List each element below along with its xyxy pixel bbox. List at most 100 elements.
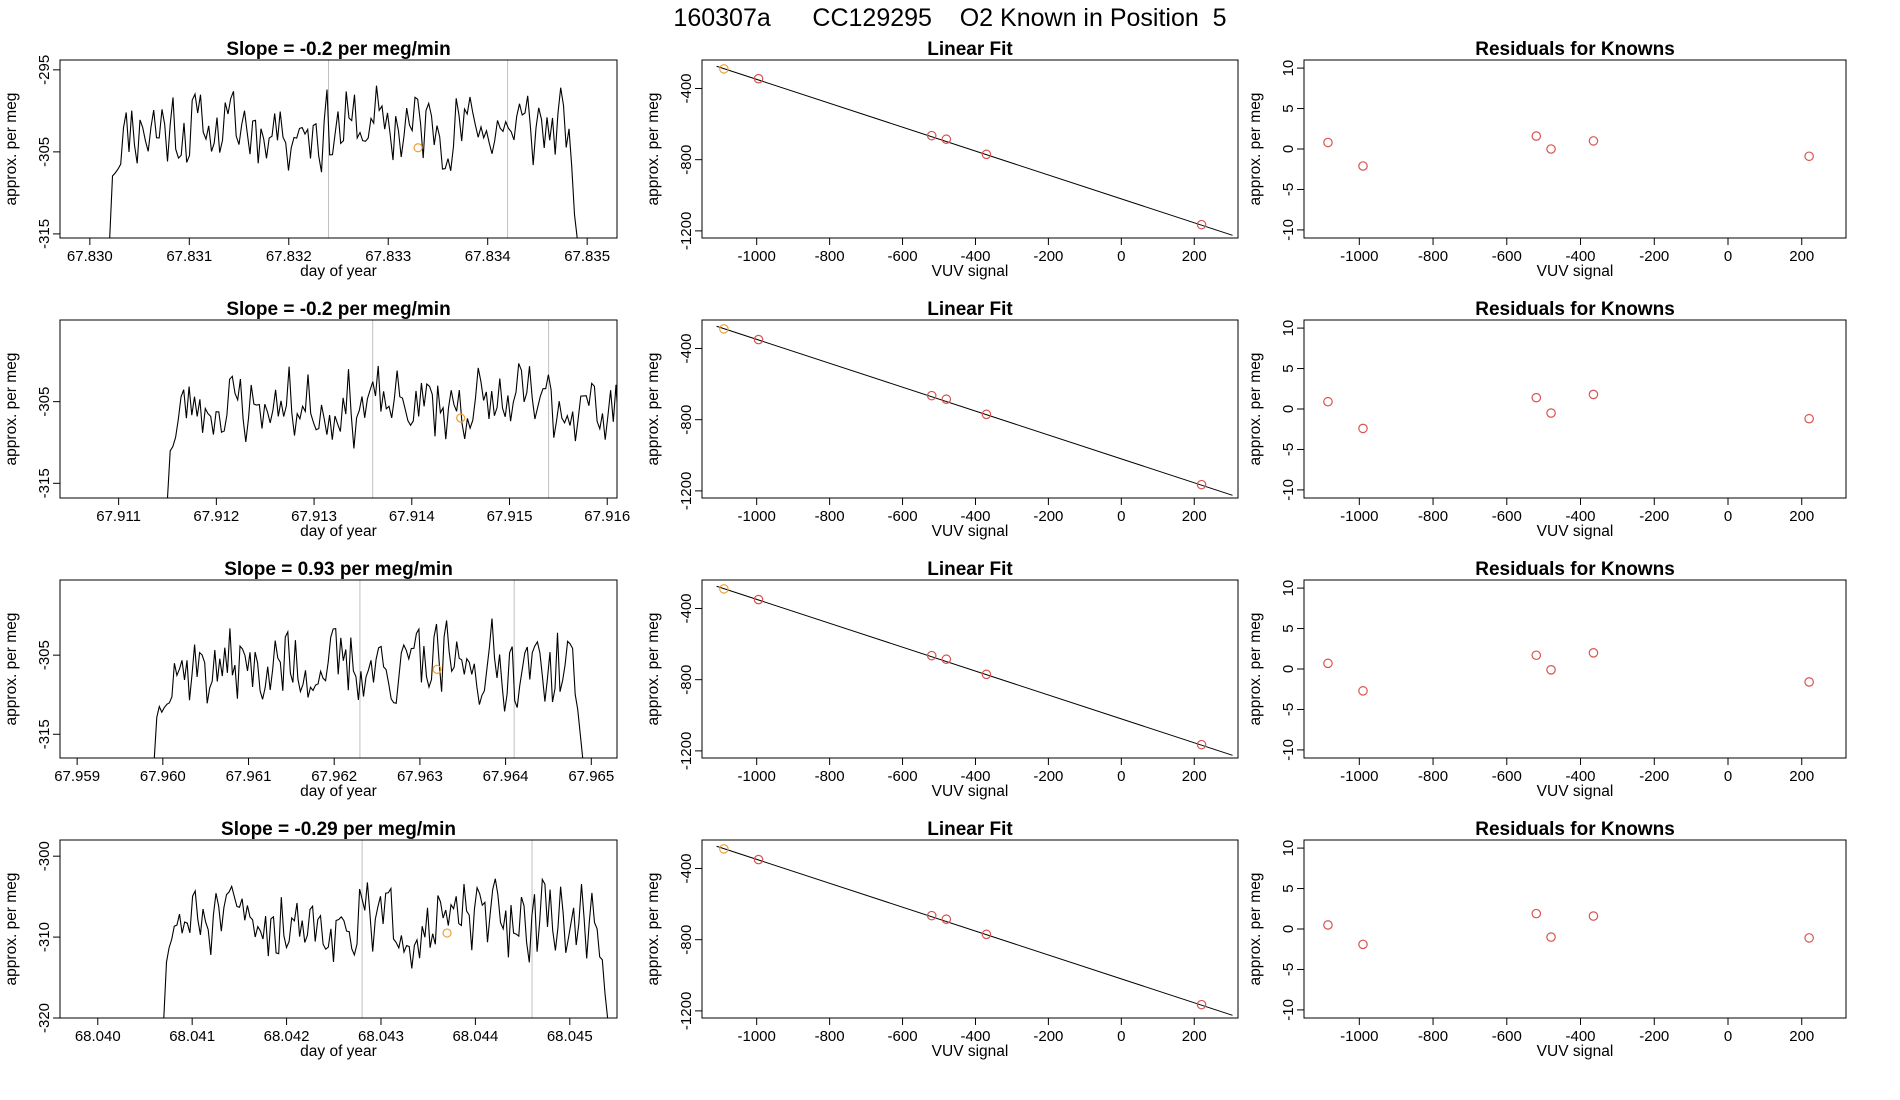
data-point — [753, 594, 764, 605]
data-point — [719, 64, 729, 74]
x-tick-label: -1000 — [1340, 248, 1378, 265]
panel-1-1: Slope = -0.2 per meg/min 67.830 67.831 67.8… — [3, 39, 618, 280]
x-tick-label: 67.962 — [311, 768, 357, 785]
x-tick-label: -600 — [888, 508, 918, 525]
y-axis-label: approx. per meg — [1247, 613, 1264, 726]
x-tick-label: -800 — [1418, 768, 1448, 785]
x-tick-label: 68.044 — [452, 1028, 498, 1045]
highlight-point — [442, 928, 452, 938]
y-tick-label: 0 — [1280, 405, 1297, 413]
data-point — [1196, 219, 1207, 230]
data-point — [1531, 131, 1542, 141]
data-point — [1804, 413, 1814, 424]
y-axis-label: approx. per meg — [645, 613, 662, 726]
plot-area — [1323, 648, 1814, 696]
plot-frame — [701, 839, 1239, 1019]
data-point — [1531, 650, 1542, 661]
x-tick-label: 67.963 — [397, 768, 443, 785]
plot-area — [716, 584, 1233, 756]
y-tick-label: -295 — [36, 55, 53, 85]
y-tick-label: -315 — [36, 468, 53, 498]
x-tick-label: -600 — [888, 248, 918, 265]
x-tick-label: -400 — [1566, 1028, 1596, 1045]
panel-title: Slope = 0.93 per meg/min — [224, 559, 453, 580]
x-tick-label: 67.913 — [291, 508, 337, 525]
x-tick-label: -200 — [1639, 508, 1669, 525]
y-tick-label: -800 — [678, 405, 695, 435]
x-tick-label: -1000 — [738, 768, 776, 785]
panel-title: Residuals for Knowns — [1475, 559, 1675, 580]
plot-area — [1323, 389, 1814, 434]
panel-title: Linear Fit — [927, 299, 1013, 320]
data-point — [1546, 144, 1556, 154]
x-tick-label: 67.834 — [465, 248, 511, 265]
x-tick-label: -600 — [1492, 768, 1522, 785]
y-tick-label: -5 — [1280, 703, 1297, 716]
panel-2-3: Residuals for Knowns-1000 -800 -600 -400 -20… — [1247, 299, 1847, 540]
data-trace-line — [166, 363, 617, 498]
panel-4-1: Slope = -0.29 per meg/min 68.040 68.041 68.… — [3, 819, 618, 1060]
data-point — [926, 650, 937, 661]
y-tick-label: -315 — [36, 219, 53, 249]
x-tick-label: 67.830 — [67, 248, 113, 265]
y-axis-label: approx. per meg — [3, 873, 20, 986]
x-tick-label: -400 — [960, 768, 990, 785]
data-point — [1358, 161, 1368, 171]
panel-4-2: Linear Fit -1000 -800 -600 -400 -200 0 200 -400 -… — [645, 819, 1239, 1060]
x-axis-label: day of year — [300, 1043, 377, 1060]
x-axis-label: VUV signal — [1537, 263, 1614, 280]
data-point — [981, 669, 992, 680]
x-tick-label: -800 — [1418, 248, 1448, 265]
x-axis-label: day of year — [300, 263, 377, 280]
plot-area — [166, 320, 617, 498]
y-tick-label: 0 — [1280, 925, 1297, 933]
y-tick-label: -305 — [36, 387, 53, 417]
y-tick-label: -305 — [36, 137, 53, 167]
y-tick-label: -300 — [36, 841, 53, 871]
x-tick-label: 200 — [1182, 768, 1207, 785]
x-axis-label: VUV signal — [932, 263, 1009, 280]
panel-title: Slope = -0.29 per meg/min — [221, 819, 456, 840]
panel-2-1: Slope = -0.2 per meg/min 67.911 67.912 67.9… — [3, 299, 630, 540]
x-tick-label: -800 — [1418, 508, 1448, 525]
data-point — [1323, 396, 1333, 407]
plot-frame — [701, 319, 1239, 499]
fit-line — [716, 65, 1233, 236]
plot-area — [1323, 908, 1814, 950]
x-tick-label: 67.916 — [584, 508, 630, 525]
plot-frame — [701, 59, 1239, 239]
x-tick-label: 0 — [1117, 248, 1125, 265]
x-axis-label: VUV signal — [1537, 523, 1614, 540]
panel-title: Residuals for Knowns — [1475, 819, 1675, 840]
x-tick-label: 0 — [1117, 1028, 1125, 1045]
y-tick-label: 0 — [1280, 665, 1297, 673]
highlight-point — [432, 664, 442, 674]
x-tick-label: 200 — [1789, 1028, 1814, 1045]
x-tick-label: 0 — [1724, 248, 1732, 265]
x-tick-label: -400 — [960, 508, 990, 525]
panel-title: Residuals for Knowns — [1475, 299, 1675, 320]
y-tick-label: -310 — [36, 922, 53, 952]
x-tick-label: 67.961 — [226, 768, 272, 785]
y-tick-label: 0 — [1280, 145, 1297, 153]
y-tick-label: -800 — [678, 145, 695, 175]
panel-2-2: Linear Fit -1000 -800 -600 -400 -200 0 200 -400 -… — [645, 299, 1239, 540]
panel-title: Residuals for Knowns — [1475, 39, 1675, 60]
data-point — [941, 134, 952, 145]
plot-frame — [701, 579, 1239, 759]
x-tick-label: 200 — [1789, 248, 1814, 265]
x-tick-label: -600 — [1492, 508, 1522, 525]
y-tick-label: 10 — [1280, 60, 1297, 77]
panel-3-3: Residuals for Knowns-1000 -800 -600 -400 -20… — [1247, 559, 1847, 800]
plot-area — [109, 60, 578, 238]
x-tick-label: 0 — [1724, 1028, 1732, 1045]
x-tick-label: 67.960 — [140, 768, 186, 785]
x-tick-label: -400 — [1566, 768, 1596, 785]
x-axis-label: VUV signal — [1537, 783, 1614, 800]
plot-frame — [1303, 579, 1847, 759]
x-tick-label: -200 — [1033, 508, 1063, 525]
plot-area — [153, 580, 584, 758]
data-point — [753, 854, 764, 865]
x-tick-label: 68.041 — [169, 1028, 215, 1045]
